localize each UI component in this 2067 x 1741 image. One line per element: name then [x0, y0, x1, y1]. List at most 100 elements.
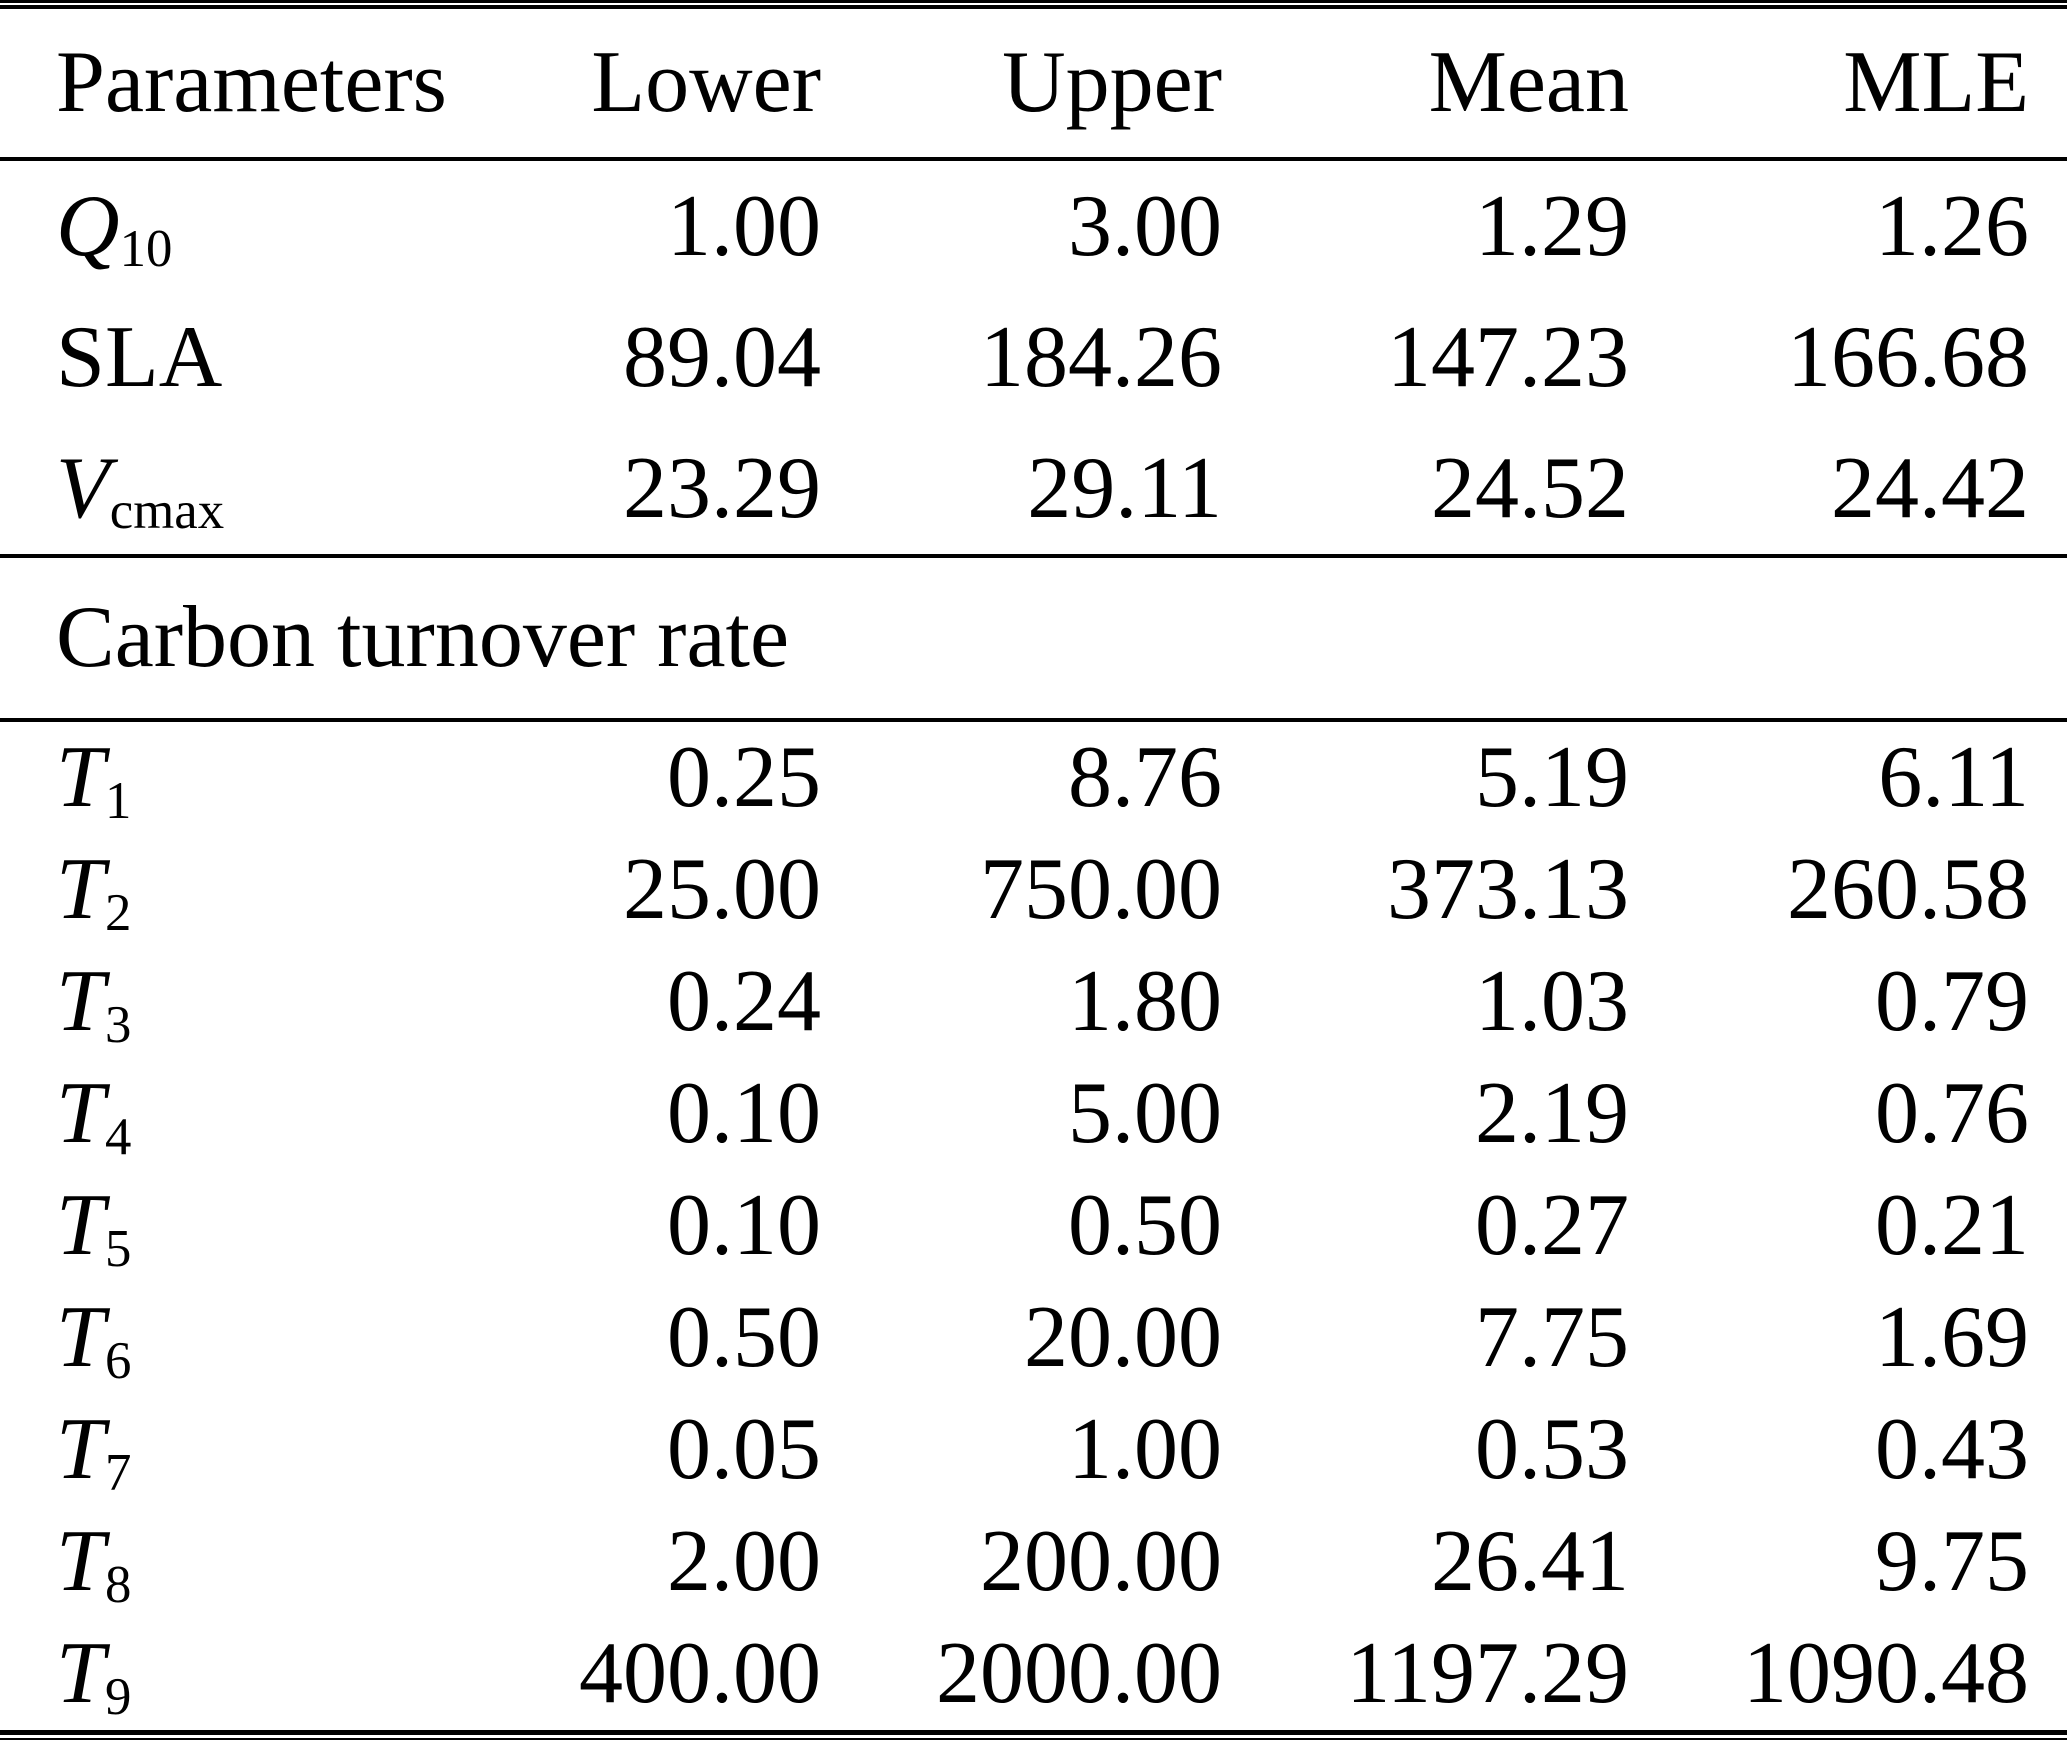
param-subscript: 3 — [104, 995, 132, 1054]
param-cell: T9 — [0, 1618, 540, 1730]
lower-cell: 0.24 — [667, 953, 821, 1050]
lower-cell: 0.05 — [667, 1401, 821, 1498]
mle-cell: 0.76 — [1875, 1065, 2029, 1162]
upper-cell: 29.11 — [821, 423, 1222, 558]
table-row: T8 2.00 200.00 26.41 9.75 — [0, 1506, 2067, 1618]
column-header-mle: MLE — [1629, 9, 2067, 161]
param-symbol: T — [56, 953, 105, 1050]
param-subscript: 4 — [104, 1107, 132, 1166]
lower-cell: 1.00 — [667, 177, 821, 275]
param-cell: T3 — [0, 946, 540, 1058]
param-symbol: T — [56, 1401, 105, 1498]
mle-cell: 6.11 — [1878, 729, 2029, 826]
table-row: T6 0.50 20.00 7.75 1.69 — [0, 1282, 2067, 1394]
mle-cell: 260.58 — [1787, 841, 2029, 938]
param-subscript: 6 — [104, 1331, 132, 1390]
column-header-mean: Mean — [1222, 9, 1629, 161]
param-cell: T1 — [0, 720, 540, 834]
param-symbol: T — [56, 841, 105, 938]
photosynthesis-parameter-rows: Q10 1.00 3.00 1.29 1.26 SLA 89.04 184.26… — [0, 159, 2067, 558]
param-cell: T2 — [0, 834, 540, 946]
column-header-upper: Upper — [821, 9, 1222, 161]
param-cell: Vcmax — [0, 423, 540, 558]
mle-cell: 1.26 — [1875, 177, 2029, 275]
upper-cell: 0.50 — [1068, 1177, 1222, 1274]
lower-cell: 0.25 — [667, 729, 821, 826]
param-subscript: 10 — [119, 220, 173, 279]
param-symbol: T — [56, 1289, 105, 1386]
carbon-turnover-rate-rows: T1 0.25 8.76 5.19 6.11 T2 25.00 750.00 3… — [0, 720, 2067, 1730]
mean-cell: 0.53 — [1475, 1401, 1629, 1498]
section-title-row: Carbon turnover rate — [0, 556, 2067, 722]
param-symbol: T — [56, 1513, 105, 1610]
table-row: T2 25.00 750.00 373.13 260.58 — [0, 834, 2067, 946]
mle-cell: 0.43 — [1875, 1401, 2029, 1498]
mean-cell: 373.13 — [1387, 841, 1629, 938]
mean-cell: 5.19 — [1475, 729, 1629, 826]
mle-cell: 166.68 — [1787, 308, 2029, 406]
bottom-rule-thick — [0, 1730, 2067, 1735]
mle-cell: 9.75 — [1875, 1513, 2029, 1610]
column-header-parameters: Parameters — [0, 9, 540, 161]
param-subscript: 9 — [104, 1667, 132, 1726]
upper-cell: 1.00 — [1068, 1401, 1222, 1498]
table-row: T9 400.00 2000.00 1197.29 1090.48 — [0, 1618, 2067, 1730]
param-symbol: SLA — [56, 308, 223, 406]
table-row: T7 0.05 1.00 0.53 0.43 — [0, 1394, 2067, 1506]
mean-cell: 24.52 — [1222, 423, 1629, 558]
lower-cell: 23.29 — [540, 423, 821, 558]
param-symbol: T — [56, 1177, 105, 1274]
table-row: T4 0.10 5.00 2.19 0.76 — [0, 1058, 2067, 1170]
upper-cell: 2000.00 — [936, 1625, 1222, 1722]
mean-cell: 147.23 — [1387, 308, 1629, 406]
mean-cell: 0.27 — [1475, 1177, 1629, 1274]
lower-cell: 89.04 — [623, 308, 821, 406]
table-row: T5 0.10 0.50 0.27 0.21 — [0, 1170, 2067, 1282]
param-subscript: 1 — [104, 771, 132, 830]
param-cell: SLA — [0, 292, 540, 423]
param-cell: T8 — [0, 1506, 540, 1618]
bottom-rule-gap — [0, 1735, 2067, 1738]
mean-cell: 1.03 — [1475, 953, 1629, 1050]
table-row: SLA 89.04 184.26 147.23 166.68 — [0, 292, 2067, 423]
table-row: T1 0.25 8.76 5.19 6.11 — [0, 720, 2067, 834]
table-row: T3 0.24 1.80 1.03 0.79 — [0, 946, 2067, 1058]
lower-cell: 400.00 — [579, 1625, 821, 1722]
top-rule-gap — [0, 3, 2067, 5]
mle-cell: 24.42 — [1629, 423, 2067, 558]
section-divider: Carbon turnover rate — [0, 556, 2067, 722]
table-row: Vcmax 23.29 29.11 24.52 24.42 — [0, 423, 2067, 558]
bottom-rule-thin — [0, 1738, 2067, 1740]
param-symbol: V — [56, 439, 110, 537]
param-subscript: 8 — [104, 1555, 132, 1614]
table-header-row: Parameters Lower Upper Mean MLE — [0, 9, 2067, 161]
param-cell: T4 — [0, 1058, 540, 1170]
param-cell: Q10 — [0, 159, 540, 292]
lower-cell: 0.10 — [667, 1177, 821, 1274]
mean-cell: 7.75 — [1475, 1289, 1629, 1386]
mle-cell: 1.69 — [1875, 1289, 2029, 1386]
upper-cell: 184.26 — [980, 308, 1222, 406]
lower-cell: 25.00 — [623, 841, 821, 938]
table-row: Q10 1.00 3.00 1.29 1.26 — [0, 159, 2067, 292]
section-title: Carbon turnover rate — [0, 556, 2067, 722]
mean-cell: 26.41 — [1431, 1513, 1629, 1610]
param-symbol: T — [56, 729, 105, 826]
mean-cell: 1.29 — [1475, 177, 1629, 275]
param-cell: T5 — [0, 1170, 540, 1282]
upper-cell: 1.80 — [1068, 953, 1222, 1050]
parameter-table: Parameters Lower Upper Mean MLE Q10 1.00… — [0, 9, 2067, 1730]
upper-cell: 200.00 — [980, 1513, 1222, 1610]
upper-cell: 3.00 — [1068, 177, 1222, 275]
param-symbol: T — [56, 1625, 105, 1722]
param-symbol: T — [56, 1065, 105, 1162]
mle-cell: 0.21 — [1875, 1177, 2029, 1274]
param-subscript: cmax — [109, 482, 225, 541]
param-cell: T6 — [0, 1282, 540, 1394]
param-cell: T7 — [0, 1394, 540, 1506]
upper-cell: 20.00 — [1024, 1289, 1222, 1386]
mle-cell: 1090.48 — [1743, 1625, 2029, 1722]
param-subscript: 2 — [104, 883, 132, 942]
param-subscript: 5 — [104, 1219, 132, 1278]
